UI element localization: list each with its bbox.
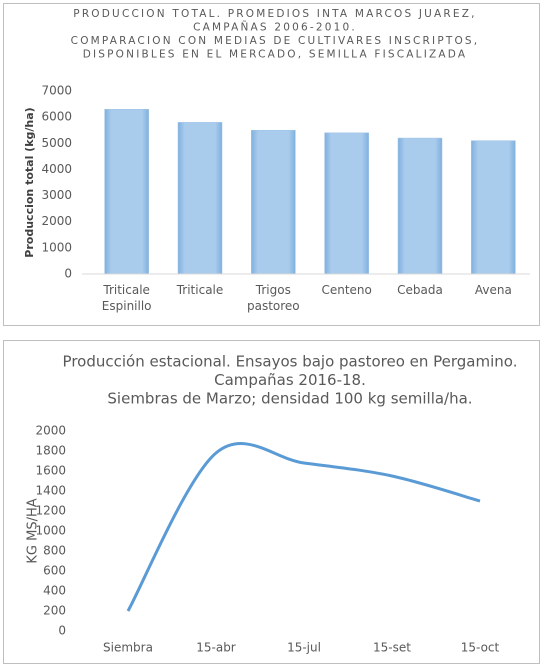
x-tick-label: Triticale [176, 283, 224, 297]
y-tick-label: 6000 [41, 110, 72, 124]
chart-frame [3, 340, 540, 664]
line [126, 442, 481, 612]
y-axis-title: Produccion total (kg/ha) [23, 107, 36, 257]
y-tick-label: 0 [58, 624, 66, 638]
bar [471, 140, 516, 275]
y-tick-label: 1600 [35, 464, 66, 478]
y-tick-label: 2000 [41, 214, 72, 228]
y-tick-label: 5000 [41, 136, 72, 150]
x-tick-label: Siembra [103, 641, 153, 655]
x-tick-label: Avena [474, 283, 512, 297]
y-tick-label: 600 [43, 564, 66, 578]
y-tick-label: 7000 [41, 84, 72, 98]
chart-title: COMPARACION CON MEDIAS DE CULTIVARES INS… [71, 35, 480, 47]
chart-title: Producción estacional. Ensayos bajo past… [63, 353, 518, 371]
y-tick-label: 1200 [35, 504, 66, 518]
bar [324, 132, 369, 275]
chart-title: Campañas 2016-18. [214, 371, 366, 389]
x-tick-label: Centeno [321, 283, 372, 297]
x-tick-label: 15-oct [461, 641, 500, 655]
y-axis-title: KG MS/HA [26, 498, 41, 563]
y-tick-label: 1000 [35, 524, 66, 538]
y-tick-label: 0 [64, 267, 72, 281]
x-tick-label: 15-jul [287, 641, 321, 655]
y-tick-label: 1000 [41, 240, 72, 254]
chart-title: DISPONIBLES EN EL MERCADO, SEMILLA FISCA… [83, 49, 468, 61]
chart-title: Siembras de Marzo; densidad 100 kg semil… [107, 390, 472, 408]
y-tick-label: 400 [43, 584, 66, 598]
y-tick-label: 2000 [35, 424, 66, 438]
chart-title: PRODUCCION TOTAL. PROMEDIOS INTA MARCOS … [73, 8, 476, 20]
x-tick-label: 15-set [373, 641, 411, 655]
y-tick-label: 1400 [35, 484, 66, 498]
y-tick-label: 3000 [41, 188, 72, 202]
y-tick-label: 1800 [35, 444, 66, 458]
x-tick-label: Cebada [397, 283, 443, 297]
chart-title: CAMPAÑAS 2006-2010. [193, 21, 357, 34]
x-tick-label: 15-abr [196, 641, 236, 655]
x-tick-label: Triticale Espinillo [101, 283, 152, 313]
bar [251, 129, 296, 275]
bar [177, 122, 223, 275]
bar [104, 109, 149, 275]
bar [397, 137, 443, 275]
x-tick-label: Trigos pastoreo [246, 283, 300, 313]
y-tick-label: 800 [43, 544, 66, 558]
y-tick-label: 4000 [41, 162, 72, 176]
y-tick-label: 200 [43, 604, 66, 618]
